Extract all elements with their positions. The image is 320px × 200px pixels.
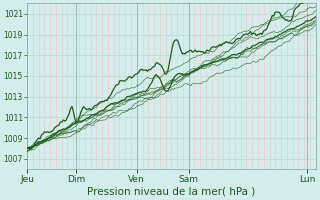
X-axis label: Pression niveau de la mer( hPa ): Pression niveau de la mer( hPa ) [87, 187, 256, 197]
